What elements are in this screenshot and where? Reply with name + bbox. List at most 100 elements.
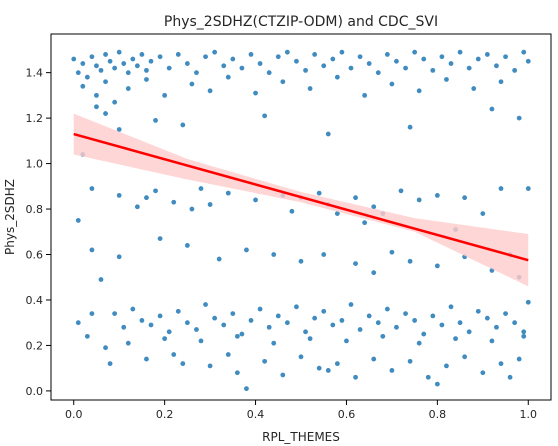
data-point-195	[271, 340, 277, 346]
data-point-19	[166, 65, 172, 71]
data-point-158	[248, 318, 254, 323]
data-point-114	[189, 206, 195, 212]
data-point-81	[103, 111, 108, 116]
data-point-222	[480, 370, 486, 376]
data-point-110	[525, 186, 531, 191]
data-point-23	[203, 54, 208, 60]
y-tick-label: 1.0	[26, 158, 44, 171]
x-tick-label: 0.8	[429, 408, 447, 421]
data-point-84	[180, 122, 186, 128]
data-point-141	[89, 311, 95, 317]
data-point-213	[334, 361, 340, 367]
data-point-41	[366, 61, 372, 66]
data-point-225	[516, 356, 522, 362]
data-point-119	[480, 211, 486, 216]
data-point-67	[189, 81, 195, 87]
data-point-143	[112, 311, 118, 317]
data-point-184	[484, 315, 490, 321]
data-point-60	[80, 83, 86, 89]
data-point-75	[389, 81, 395, 87]
data-point-217	[407, 358, 413, 364]
regression-line	[73, 132, 529, 262]
data-point-68	[207, 88, 213, 94]
y-axis: 0.0 0.2 0.4 0.6 0.8 1.0 1.2 1.4	[26, 67, 51, 398]
data-point-205	[171, 352, 177, 357]
data-point-194	[234, 333, 240, 339]
data-point-79	[498, 79, 504, 85]
data-point-142	[103, 345, 108, 351]
data-point-94	[198, 186, 204, 191]
data-point-182	[466, 329, 472, 335]
data-point-199	[416, 340, 422, 346]
x-tick-label: 0.6	[338, 408, 356, 421]
data-point-53	[475, 56, 481, 62]
data-point-24	[212, 49, 218, 55]
data-point-66	[162, 92, 168, 98]
data-point-61	[94, 92, 99, 98]
x-axis: 0.0 0.2 0.4 0.6 0.8 1.0	[65, 400, 537, 421]
data-point-91	[116, 193, 122, 198]
data-point-13	[130, 56, 136, 62]
data-point-25	[221, 63, 227, 69]
data-point-78	[471, 86, 477, 91]
data-point-36	[321, 63, 327, 69]
data-point-170	[357, 327, 363, 332]
data-point-113	[153, 188, 158, 194]
data-point-120	[75, 218, 81, 223]
data-point-100	[316, 190, 322, 196]
data-point-21	[184, 61, 190, 66]
data-point-17	[148, 58, 154, 64]
data-point-196	[307, 336, 313, 342]
data-point-85	[262, 113, 268, 119]
data-point-227	[225, 352, 231, 357]
data-point-44	[394, 58, 399, 64]
data-point-59	[525, 58, 531, 64]
confidence-band	[73, 113, 529, 287]
data-point-214	[353, 374, 358, 380]
data-point-112	[134, 204, 140, 210]
data-point-145	[130, 306, 136, 312]
data-point-34	[303, 67, 308, 73]
data-point-147	[148, 322, 154, 328]
data-point-3	[84, 74, 90, 80]
data-point-181	[457, 320, 463, 326]
data-point-167	[330, 322, 336, 328]
data-point-183	[475, 308, 481, 314]
data-point-177	[421, 331, 427, 337]
data-point-163	[294, 304, 299, 310]
data-point-33	[294, 58, 299, 64]
data-point-22	[194, 70, 199, 76]
data-point-129	[389, 249, 395, 255]
data-point-124	[184, 243, 190, 248]
data-point-70	[253, 90, 258, 96]
y-tick-label: 1.2	[26, 112, 44, 125]
data-point-69	[225, 74, 231, 80]
data-point-37	[330, 56, 336, 62]
x-tick-label: 0.2	[156, 408, 174, 421]
data-point-105	[398, 188, 404, 194]
data-point-216	[389, 368, 395, 373]
data-point-219	[434, 381, 440, 387]
data-point-58	[521, 49, 527, 55]
data-point-151	[184, 320, 190, 326]
data-point-83	[153, 117, 158, 123]
data-point-74	[362, 92, 368, 98]
plot-frame	[50, 33, 552, 401]
x-tick-label: 0.0	[65, 408, 83, 421]
data-point-52	[466, 65, 472, 71]
data-point-87	[407, 124, 413, 130]
data-point-126	[271, 252, 277, 257]
data-point-8	[107, 58, 113, 64]
data-point-115	[289, 208, 295, 214]
data-point-96	[225, 190, 231, 196]
data-point-71	[280, 79, 286, 85]
x-axis-label: RPL_THEMES	[262, 430, 340, 444]
data-point-204	[144, 356, 149, 362]
data-point-32	[284, 49, 290, 55]
data-point-116	[334, 211, 340, 216]
data-point-12	[125, 70, 131, 76]
data-point-11	[121, 61, 127, 66]
data-point-187	[512, 320, 518, 326]
data-point-148	[157, 313, 163, 319]
